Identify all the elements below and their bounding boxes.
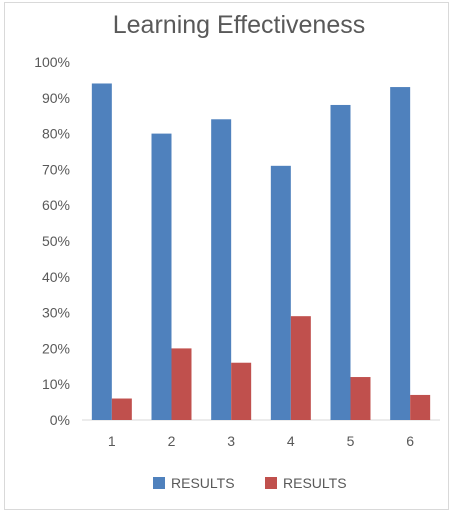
chart-title: Learning Effectiveness xyxy=(113,11,365,39)
bar-series-2-category-1 xyxy=(111,398,132,420)
y-tick-label: 50% xyxy=(42,233,70,249)
bars xyxy=(91,83,431,421)
x-tick-label: 6 xyxy=(406,433,414,449)
bar-series-2-category-2 xyxy=(171,348,192,420)
x-tick-label: 3 xyxy=(227,433,235,449)
y-tick-label: 80% xyxy=(42,126,70,142)
y-tick-label: 10% xyxy=(42,376,70,392)
bar-series-2-category-5 xyxy=(350,377,371,420)
legend-swatch xyxy=(265,477,277,489)
y-tick-label: 0% xyxy=(50,412,70,428)
y-tick-label: 40% xyxy=(42,269,70,285)
bar-series-2-category-4 xyxy=(290,316,311,420)
legend-label: RESULTS xyxy=(171,475,235,491)
bar-series-2-category-3 xyxy=(231,362,252,420)
bar-series-1-category-2 xyxy=(151,133,172,420)
y-tick-label: 30% xyxy=(42,305,70,321)
y-tick-label: 100% xyxy=(34,54,70,70)
x-tick-label: 5 xyxy=(347,433,355,449)
y-tick-label: 60% xyxy=(42,197,70,213)
x-tick-label: 4 xyxy=(287,433,295,449)
bar-series-1-category-1 xyxy=(91,83,112,420)
x-tick-label: 1 xyxy=(108,433,116,449)
legend-swatch xyxy=(153,477,165,489)
bar-series-1-category-5 xyxy=(330,104,351,421)
bar-series-1-category-4 xyxy=(270,165,291,420)
legend-label: RESULTS xyxy=(283,475,347,491)
bar-series-1-category-3 xyxy=(211,119,232,420)
y-axis-ticks: 0% 10% 20% 30% 40% 50% 60% 70% 80% 90% 100% xyxy=(34,54,70,428)
y-tick-label: 70% xyxy=(42,161,70,177)
bar-series-1-category-6 xyxy=(390,87,411,420)
y-tick-label: 20% xyxy=(42,340,70,356)
y-tick-label: 90% xyxy=(42,90,70,106)
legend: RESULTS RESULTS xyxy=(153,475,347,491)
x-tick-label: 2 xyxy=(168,433,176,449)
x-axis-ticks: 1 2 3 4 5 6 xyxy=(108,433,414,449)
bar-series-2-category-6 xyxy=(410,394,431,420)
